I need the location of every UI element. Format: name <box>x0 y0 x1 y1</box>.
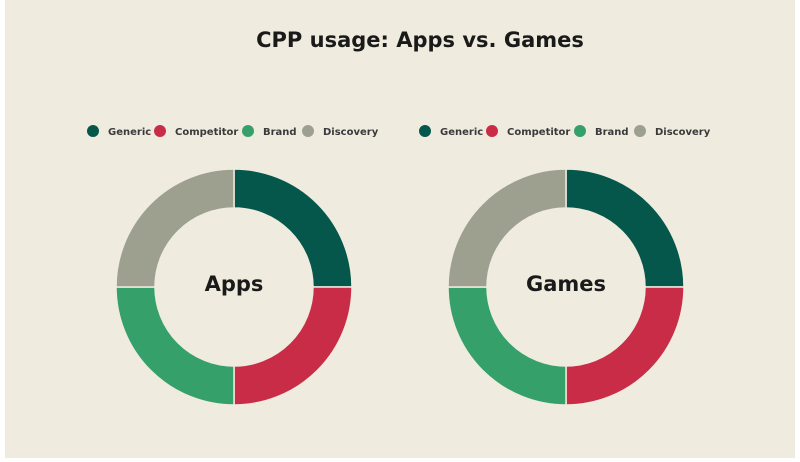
legend-swatch <box>302 125 314 137</box>
center-label: Games <box>526 272 606 296</box>
legend-label: Discovery <box>323 127 379 138</box>
legend-label: Generic <box>108 127 151 138</box>
donut-segment <box>447 168 567 288</box>
legend-swatch <box>242 125 254 137</box>
center-label: Apps <box>205 272 264 296</box>
legend-swatch <box>154 125 166 137</box>
legend-swatch <box>634 125 646 137</box>
panel-background <box>5 0 795 458</box>
legend-label: Brand <box>263 127 297 138</box>
legend-swatch <box>87 125 99 137</box>
legend-swatch <box>486 125 498 137</box>
page-title: CPP usage: Apps vs. Games <box>256 28 584 52</box>
legend-swatch <box>574 125 586 137</box>
legend-swatch <box>419 125 431 137</box>
legend-label: Discovery <box>655 127 711 138</box>
donut-segment <box>115 168 235 288</box>
legend-label: Generic <box>440 127 483 138</box>
legend-label: Competitor <box>175 127 238 138</box>
legend-label: Competitor <box>507 127 570 138</box>
legend-label: Brand <box>595 127 629 138</box>
